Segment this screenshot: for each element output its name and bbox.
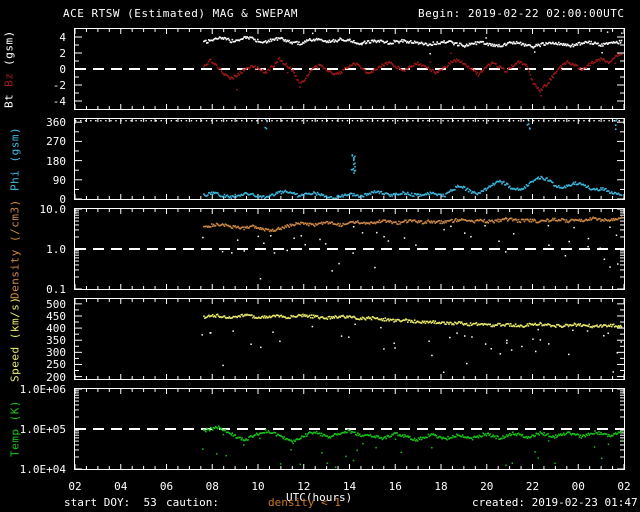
ytick-label: 90	[52, 173, 66, 187]
xtick-label: 22	[525, 480, 540, 493]
xtick-label: 10	[251, 480, 265, 493]
ytick-label: 250	[46, 358, 66, 372]
ytick-label: 450	[46, 309, 66, 323]
yaxis-ticks-temp: 1.0E+04 1.0E+05 1.0E+06	[0, 384, 70, 475]
ytick-label: -2	[52, 79, 66, 92]
xtick-label: 16	[388, 480, 402, 493]
begin-timestamp: Begin: 2019-02-22 02:00:00UTC	[418, 7, 625, 20]
yaxis-label-density: Density (/cm3)	[8, 199, 22, 299]
panel-temp	[74, 388, 625, 470]
yaxis-ticks-bt-bz: -4 -2 0 2 4	[0, 28, 70, 110]
ytick-label: 0.1	[46, 283, 66, 296]
yaxis-label-phi: Phi (gsm)	[8, 126, 22, 192]
yaxis-ticks-density: 0.1 1.0 10.0	[0, 204, 70, 295]
page-title: ACE RTSW (Estimated) MAG & SWEPAM	[63, 7, 299, 20]
ytick-label: 500	[46, 297, 66, 311]
ytick-label: 180	[46, 154, 66, 168]
xtick-label: 12	[297, 480, 311, 493]
yaxis-label-speed: Speed (km/s)	[8, 296, 22, 382]
panel-speed	[74, 298, 625, 380]
xtick-label: 20	[480, 480, 494, 493]
yaxis-label-temp: Temp (K)	[8, 400, 22, 458]
panel-phi	[74, 118, 625, 200]
xtick-label: 06	[159, 480, 174, 493]
ytick-label: 2	[59, 47, 66, 60]
footer-created: created: 2019-02-23 01:47:05UTC	[472, 496, 640, 509]
ytick-label: 1.0E+04	[19, 463, 66, 476]
ytick-label: 4	[59, 31, 66, 44]
yaxis-label-part: Bt	[2, 93, 16, 109]
xtick-label: 04	[114, 480, 128, 493]
yaxis-label-part: (gsm)	[2, 29, 16, 73]
ytick-label: 1.0E+05	[19, 423, 66, 436]
yaxis-label-part: Bz	[2, 72, 16, 94]
xtick-label: 00	[571, 480, 585, 493]
xtick-label: 02	[617, 480, 631, 493]
ytick-label: -4	[52, 95, 66, 108]
yaxis-label-bt-bz: Bt Bz (gsm)	[2, 28, 16, 110]
panel-bt-bz	[74, 28, 625, 110]
ytick-label: 0	[59, 193, 66, 206]
ytick-label: 270	[46, 135, 66, 149]
ytick-label: 300	[46, 346, 66, 360]
yaxis-ticks-speed: 200 250 300 350 400 450 500	[0, 297, 70, 384]
ytick-label: 360	[46, 116, 66, 130]
footer-start-doy: start DOY: 53	[64, 496, 157, 509]
ytick-label: 350	[46, 334, 66, 348]
panel-density	[74, 208, 625, 290]
footer-caution-value: density < 1	[268, 496, 341, 509]
ytick-label: 1.0	[46, 243, 66, 256]
ytick-label: 10.0	[39, 203, 67, 216]
ytick-label: 0	[59, 63, 66, 76]
yaxis-ticks-phi: 0 90 180 270 360	[0, 116, 70, 205]
xtick-label: 18	[434, 480, 448, 493]
xtick-label: 08	[205, 480, 219, 493]
xtick-label: 14	[342, 480, 357, 493]
xtick-label: 02	[68, 480, 82, 493]
ytick-label: 1.0E+06	[19, 383, 66, 396]
xaxis-label: UTC(hours)	[286, 491, 353, 504]
footer-caution-label: caution:	[166, 496, 219, 509]
ytick-label: 400	[46, 322, 66, 336]
ytick-label: 200	[46, 370, 66, 384]
